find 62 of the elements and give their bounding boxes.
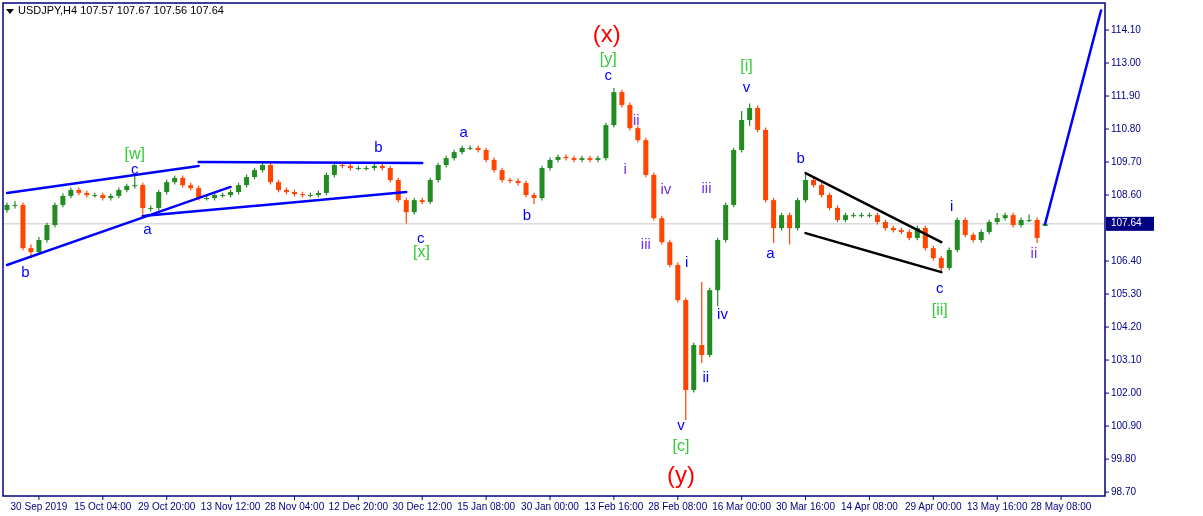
x-tick-label: 16 Mar 00:00 xyxy=(712,501,772,512)
annotation: v xyxy=(742,78,751,96)
x-tick-label: 30 Jan 00:00 xyxy=(521,501,580,512)
annotation: i xyxy=(950,197,954,215)
annotation: ii xyxy=(1030,244,1038,262)
annotation: [c] xyxy=(672,437,690,455)
y-tick-label: 111.90 xyxy=(1111,89,1141,101)
annotation: b xyxy=(522,206,532,224)
x-tick-label: 28 May 08:00 xyxy=(1030,501,1092,512)
x-tick-label: 14 Apr 08:00 xyxy=(841,501,899,512)
annotation: [ii] xyxy=(931,301,948,319)
annotation: b xyxy=(796,149,805,166)
y-tick-label: 99.80 xyxy=(1111,452,1137,464)
annotation: (y) xyxy=(666,460,695,488)
ref-line-label: 107.64 xyxy=(1111,217,1143,229)
y-tick-label: 103.10 xyxy=(1111,353,1143,365)
annotation: v xyxy=(677,416,686,434)
annotation: [i] xyxy=(740,57,753,75)
annotation: (x) xyxy=(592,20,621,48)
x-tick-label: 13 Nov 12:00 xyxy=(200,501,261,512)
annotation: [y] xyxy=(599,49,617,67)
annotation: iii xyxy=(640,235,651,253)
annotation: b xyxy=(21,263,30,281)
x-tick-label: 28 Feb 08:00 xyxy=(648,501,708,512)
y-tick-label: 102.00 xyxy=(1111,386,1143,398)
y-tick-label: 113.00 xyxy=(1111,56,1142,68)
annotation: a xyxy=(766,244,776,262)
annotation: i xyxy=(623,160,627,178)
y-tick-label: 109.70 xyxy=(1111,155,1143,167)
annotation: ii xyxy=(702,368,710,386)
y-tick-label: 104.20 xyxy=(1111,320,1143,332)
annotation: ii xyxy=(632,111,640,129)
y-tick-label: 98.70 xyxy=(1111,485,1137,497)
annotation: iii xyxy=(701,179,712,197)
annotation: iv xyxy=(660,179,672,197)
y-tick-label: 110.80 xyxy=(1111,122,1142,134)
annotation: c xyxy=(131,159,140,177)
x-tick-label: 15 Oct 04:00 xyxy=(74,501,132,512)
annotation: c xyxy=(604,66,613,84)
annotation: i xyxy=(684,252,689,270)
annotation: a xyxy=(143,219,153,237)
x-tick-label: 13 May 16:00 xyxy=(966,501,1028,512)
annotation: c xyxy=(935,278,944,296)
x-tick-label: 29 Oct 20:00 xyxy=(138,501,196,512)
annotation: iv xyxy=(717,305,729,323)
x-tick-label: 15 Jan 08:00 xyxy=(457,501,516,512)
x-tick-label: 30 Dec 12:00 xyxy=(392,501,453,512)
annotation: a xyxy=(459,123,469,141)
annotation: [w] xyxy=(124,144,145,162)
x-tick-label: 29 Apr 00:00 xyxy=(904,501,963,512)
y-tick-label: 100.90 xyxy=(1111,419,1143,431)
x-tick-label: 13 Feb 16:00 xyxy=(584,501,644,512)
y-tick-label: 105.30 xyxy=(1111,287,1143,299)
y-tick-label: 106.40 xyxy=(1111,254,1143,266)
x-tick-label: 12 Dec 20:00 xyxy=(328,501,389,512)
x-tick-label: 28 Nov 04:00 xyxy=(264,501,325,512)
chart-title: USDJPY,H4 107.57 107.67 107.56 107.64 xyxy=(18,4,224,16)
y-tick-label: 108.60 xyxy=(1111,188,1143,200)
x-tick-label: 30 Mar 16:00 xyxy=(776,501,836,512)
x-tick-label: 30 Sep 2019 xyxy=(10,501,68,512)
annotation: b xyxy=(374,138,383,156)
y-tick-label: 114.10 xyxy=(1111,23,1142,35)
